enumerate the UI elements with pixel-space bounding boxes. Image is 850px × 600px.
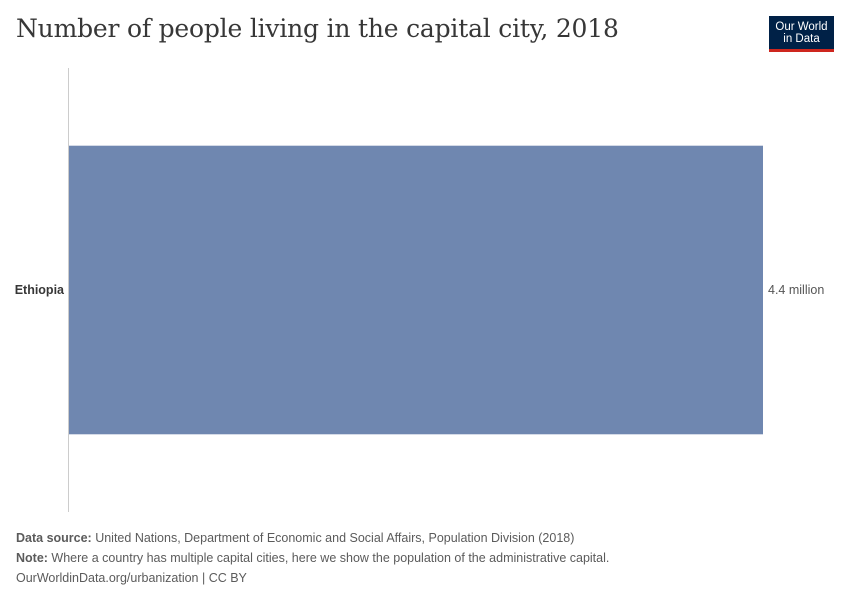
data-source-line: Data source: United Nations, Department … [16, 528, 609, 548]
note-label: Note: [16, 551, 48, 565]
category-label: Ethiopia [15, 283, 65, 297]
source-link[interactable]: OurWorldinData.org/urbanization | CC BY [16, 571, 247, 585]
data-source-label: Data source: [16, 531, 92, 545]
note-text: Where a country has multiple capital cit… [47, 551, 610, 565]
data-source-text: United Nations, Department of Economic a… [91, 531, 575, 545]
value-label: 4.4 million [768, 283, 824, 297]
logo-line-2: in Data [783, 32, 820, 45]
logo-line-1: Our World [775, 20, 828, 33]
bars-group: Ethiopia 4.4 million [15, 145, 824, 435]
chart-footer: Data source: United Nations, Department … [16, 528, 609, 588]
owid-logo[interactable]: Our World in Data [769, 16, 834, 52]
chart-title: Number of people living in the capital c… [16, 14, 619, 43]
bar-ethiopia[interactable] [69, 145, 763, 435]
note-line: Note: Where a country has multiple capit… [16, 548, 609, 568]
